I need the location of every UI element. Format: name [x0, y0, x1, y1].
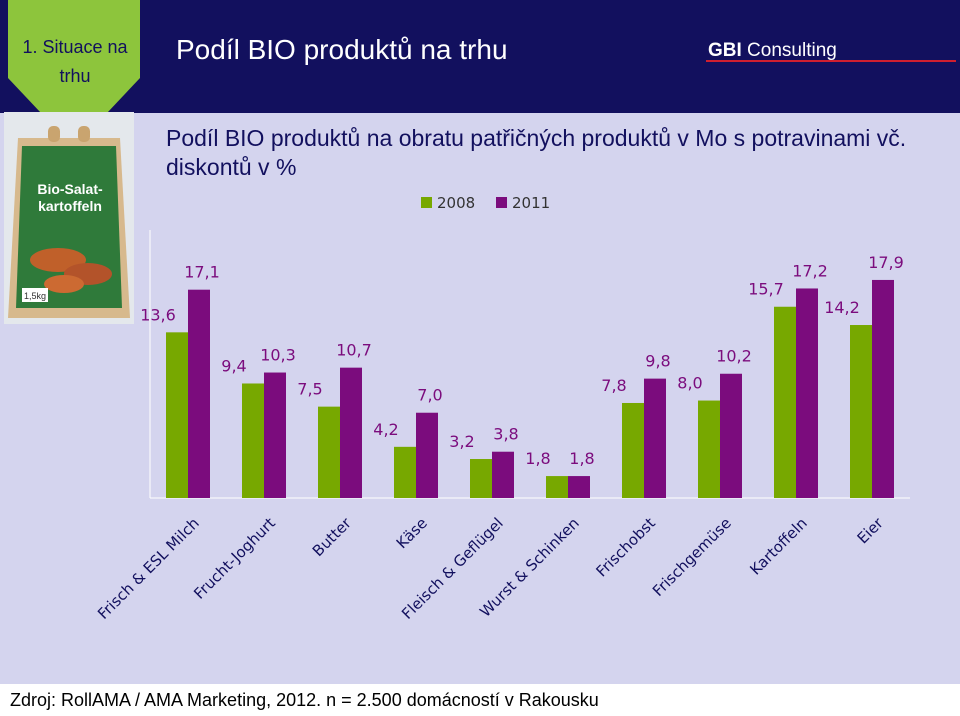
category-label-frucht-joghurt: Frucht-Joghurt	[190, 514, 279, 603]
bar-frischgemuese-2011	[720, 373, 742, 498]
category-label-kaese: Käse	[393, 514, 431, 552]
brand-rest: Consulting	[741, 40, 837, 61]
value-label-butter-2008: 7,5	[297, 380, 322, 399]
category-label-butter: Butter	[309, 514, 356, 561]
category-label-frisch-esl-milch: Frisch & ESL Milch	[94, 514, 203, 623]
bar-kartoffeln-2011	[796, 288, 818, 498]
brand-underline	[706, 60, 956, 62]
section-label: 1. Situace na trhu	[22, 37, 128, 86]
bar-series-group	[166, 279, 894, 498]
bar-frisch-esl-milch-2008	[166, 332, 188, 498]
chart-subtitle: Podíl BIO produktů na obratu patřičných …	[166, 125, 907, 180]
value-label-frucht-joghurt-2011: 10,3	[260, 346, 296, 365]
category-label-kartoffeln: Kartoffeln	[746, 514, 811, 579]
source-bar: Zdroj: RollAMA / AMA Marketing, 2012. n …	[0, 684, 960, 716]
value-label-frischgemuese-2008: 8,0	[677, 374, 702, 393]
value-label-eier-2011: 17,9	[868, 253, 904, 272]
bar-frucht-joghurt-2011	[264, 372, 286, 498]
header-bar	[0, 0, 960, 113]
bar-wurst-schinken-2008	[546, 476, 568, 498]
value-labels-group: 13,6 17,1 9,4 10,37,5 10,7 4,2 7,0 3,2 3,8 1,8 1,8…	[140, 253, 904, 468]
category-label-frischgemuese: Frischgemüse	[649, 514, 735, 600]
legend-swatch-2011	[496, 197, 507, 208]
bar-eier-2008	[850, 325, 872, 498]
value-label-kartoffeln-2011: 17,2	[792, 261, 828, 280]
value-label-frisch-esl-milch-2011: 17,1	[184, 263, 220, 282]
chart-legend: 2008 2011	[421, 194, 550, 212]
value-label-frucht-joghurt-2008: 9,4	[221, 356, 246, 375]
bar-butter-2008	[318, 406, 340, 498]
bar-kaese-2008	[394, 446, 416, 498]
bar-frischobst-2008	[622, 402, 644, 498]
bar-fleisch-gefluegel-2011	[492, 451, 514, 498]
value-label-kartoffeln-2008: 15,7	[748, 280, 784, 299]
legend-label-2008: 2008	[437, 194, 475, 212]
value-label-frischgemuese-2011: 10,2	[716, 347, 752, 366]
value-label-kaese-2011: 7,0	[417, 386, 442, 405]
value-label-fleisch-gefluegel-2011: 3,8	[493, 425, 518, 444]
category-label-eier: Eier	[854, 514, 888, 548]
value-label-butter-2011: 10,7	[336, 341, 372, 360]
bar-wurst-schinken-2011	[568, 476, 590, 498]
value-label-eier-2008: 14,2	[824, 298, 860, 317]
svg-text:kartoffeln: kartoffeln	[38, 198, 102, 214]
bar-kartoffeln-2008	[774, 306, 796, 498]
value-label-frischobst-2011: 9,8	[645, 352, 670, 371]
value-label-kaese-2008: 4,2	[373, 420, 398, 439]
value-label-wurst-schinken-2011: 1,8	[569, 449, 594, 468]
bar-eier-2011	[872, 279, 894, 498]
bar-fleisch-gefluegel-2008	[470, 459, 492, 498]
category-label-frischobst: Frischobst	[592, 514, 658, 580]
bar-chart: 2008 2011 13,6 17,1 9,4 10,37,5 10,7 4,2 7,0 3,…	[94, 194, 910, 623]
value-label-wurst-schinken-2008: 1,8	[525, 449, 550, 468]
svg-text:1,5kg: 1,5kg	[24, 291, 46, 301]
bar-frucht-joghurt-2008	[242, 383, 264, 498]
bar-kaese-2011	[416, 412, 438, 498]
legend-label-2011: 2011	[512, 194, 550, 212]
brand-bold: GBI	[708, 40, 742, 61]
bar-frischgemuese-2008	[698, 400, 720, 498]
bar-frischobst-2011	[644, 378, 666, 498]
product-package-image: Bio-Salat- kartoffeln 1,5kg	[4, 112, 134, 324]
brand-logo: GBI Consulting	[708, 40, 837, 62]
page-title: Podíl BIO produktů na trhu	[176, 34, 508, 65]
svg-text:Bio-Salat-: Bio-Salat-	[37, 181, 103, 197]
section-tag	[8, 0, 140, 78]
source-note: Zdroj: RollAMA / AMA Marketing, 2012. n …	[10, 690, 599, 710]
value-label-fleisch-gefluegel-2008: 3,2	[449, 432, 474, 451]
bar-frisch-esl-milch-2011	[188, 289, 210, 498]
legend-swatch-2008	[421, 197, 432, 208]
bar-butter-2011	[340, 367, 362, 498]
value-label-frischobst-2008: 7,8	[601, 376, 626, 395]
value-label-frisch-esl-milch-2008: 13,6	[140, 305, 176, 324]
